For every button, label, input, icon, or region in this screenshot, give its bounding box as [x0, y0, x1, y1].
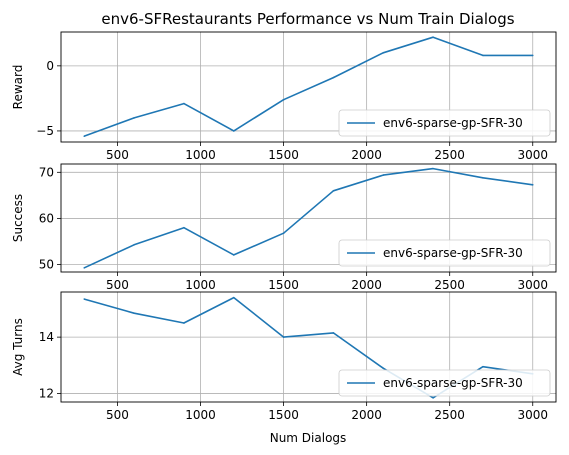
- subplot-2: 500 1000 1500 2000 2500 3000 50 60 70 Success env6…: [11, 163, 557, 292]
- chart-title: env6-SFRestaurants Performance vs Num Tr…: [101, 10, 514, 28]
- data-point: [232, 296, 235, 299]
- x-tick-label: 3000: [517, 278, 548, 292]
- x-tick-label: 500: [106, 278, 129, 292]
- legend-box: [338, 369, 551, 397]
- axes-frame: [60, 163, 557, 273]
- axes-frame: [60, 291, 557, 403]
- data-point: [332, 189, 335, 192]
- data-point: [482, 177, 484, 179]
- x-tick-label: 2500: [434, 408, 465, 422]
- data-point: [382, 52, 385, 54]
- x-tick-label: 1500: [268, 278, 299, 292]
- x-tick-label: 1000: [185, 408, 216, 422]
- x-tick-label: 500: [106, 148, 129, 162]
- data-point: [282, 232, 285, 235]
- data-point: [432, 396, 434, 399]
- series-line-1: [83, 167, 533, 269]
- x-tick-label: 1500: [268, 148, 299, 162]
- data-point: [133, 117, 135, 119]
- y-tick-label: 14: [39, 330, 54, 344]
- data-point: [83, 135, 86, 137]
- legend: env6-sparse-gp-SFR-30: [338, 369, 551, 397]
- data-point: [83, 298, 86, 300]
- data-point: [133, 312, 135, 314]
- y-axis-label: Reward: [11, 65, 25, 110]
- x-tick-label: 2500: [434, 278, 465, 292]
- legend-label: env6-sparse-gp-SFR-30: [383, 116, 523, 130]
- y-tick-label: 60: [39, 211, 54, 225]
- legend: env6-sparse-gp-SFR-30: [338, 239, 551, 267]
- x-tick-label: 3000: [517, 148, 548, 162]
- x-tick-label: 1000: [185, 278, 216, 292]
- series-line-1: [84, 36, 533, 137]
- subplot-1: 500 1000 1500 2000 2500 3000 −5 0 Reward env6-spa…: [11, 31, 557, 162]
- legend-box: [338, 239, 551, 267]
- data-point: [482, 54, 484, 57]
- legend-label: env6-sparse-gp-SFR-30: [383, 376, 523, 390]
- data-point: [432, 36, 434, 39]
- y-tick-label: 12: [39, 387, 54, 401]
- data-point: [282, 336, 285, 338]
- data-point: [183, 102, 185, 105]
- y-tick-label: 50: [39, 258, 54, 272]
- x-tick-label: 2000: [351, 278, 382, 292]
- x-axis-label: Num Dialogs: [270, 431, 347, 445]
- x-tick-label: 3000: [517, 408, 548, 422]
- x-tick-label: 1000: [185, 148, 216, 162]
- data-point: [432, 167, 434, 170]
- data-point: [332, 76, 335, 79]
- data-point: [183, 322, 185, 324]
- data-point: [183, 226, 185, 229]
- data-point: [83, 267, 86, 269]
- legend-box: [338, 109, 551, 137]
- y-tick-label: −5: [36, 124, 54, 138]
- data-point: [531, 54, 534, 57]
- y-tick-label: 0: [46, 59, 54, 73]
- data-point: [133, 243, 135, 246]
- data-point: [232, 254, 235, 256]
- legend: env6-sparse-gp-SFR-30: [338, 109, 551, 137]
- legend-label: env6-sparse-gp-SFR-30: [383, 246, 523, 260]
- data-point: [282, 98, 285, 101]
- data-point: [482, 365, 484, 368]
- x-tick-label: 2000: [351, 148, 382, 162]
- data-point: [332, 332, 335, 334]
- data-point: [531, 183, 534, 186]
- data-point: [382, 367, 385, 369]
- y-axis-label: Avg Turns: [11, 318, 25, 376]
- x-tick-label: 500: [106, 408, 129, 422]
- subplot-stack: 500 1000 1500 2000 2500 3000 −5 0 Reward env6-spa…: [11, 31, 557, 422]
- x-tick-label: 2000: [351, 408, 382, 422]
- y-axis-label: Success: [11, 194, 25, 242]
- subplot-3: 500 1000 1500 2000 2500 3000 12 14 Avg Turns env6…: [11, 291, 557, 422]
- data-point: [382, 174, 385, 176]
- y-tick-label: 70: [39, 165, 54, 179]
- x-tick-label: 2500: [434, 148, 465, 162]
- data-point: [232, 130, 235, 132]
- x-tick-label: 1500: [268, 408, 299, 422]
- axes-frame: [60, 31, 557, 143]
